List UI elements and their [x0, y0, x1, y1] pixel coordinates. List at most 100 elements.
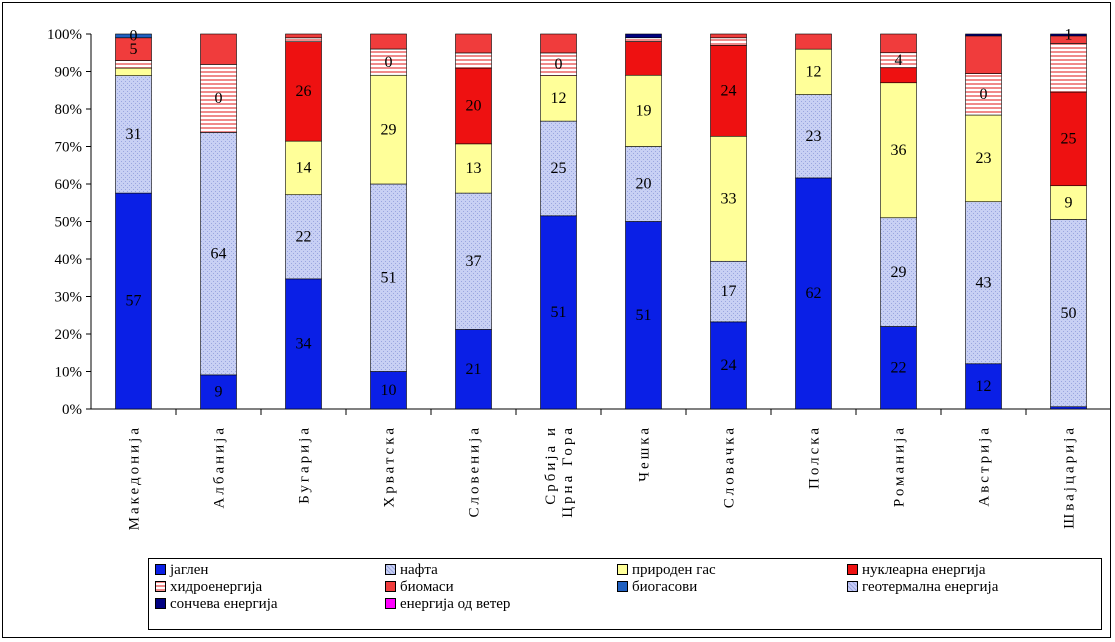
legend: јаглен нафта природен гас нуклеарна енергиј… — [148, 558, 1102, 630]
data-label: 50 — [1061, 305, 1077, 322]
bar-segment — [965, 35, 1002, 74]
bar-segment — [455, 67, 492, 145]
category-label: Романија — [892, 425, 908, 507]
category-label-line: Словенија — [467, 425, 483, 518]
data-label: 29 — [381, 121, 397, 138]
data-label: 29 — [891, 264, 907, 281]
category-label-line: Албанија — [212, 425, 228, 509]
bar-segment — [965, 33, 1002, 37]
bar-segment — [455, 52, 492, 69]
bar-segment — [795, 33, 832, 50]
bar-segment — [455, 33, 492, 54]
data-label: 0 — [555, 56, 563, 73]
bar-segment — [710, 321, 747, 410]
y-tick-label: 90% — [55, 65, 83, 81]
data-label: 12 — [551, 90, 567, 107]
data-label: 51 — [381, 269, 397, 286]
bar-segment — [455, 192, 492, 330]
legend-swatch — [155, 564, 166, 575]
bar-segment — [370, 183, 407, 372]
legend-label: нафта — [400, 562, 438, 578]
data-label: 20 — [466, 98, 482, 115]
data-label: 0 — [215, 90, 223, 107]
legend-label: биогасови — [632, 579, 698, 595]
y-tick-label: 100% — [47, 27, 82, 43]
data-label: 23 — [976, 150, 992, 167]
data-label: 51 — [551, 304, 567, 321]
data-label: 12 — [976, 378, 992, 395]
legend-swatch — [847, 564, 858, 575]
y-tick-label: 60% — [55, 177, 83, 193]
category-label: Австрија — [977, 425, 993, 507]
bar-segment — [625, 221, 662, 410]
legend-swatch — [385, 581, 396, 592]
legend-label: нуклеарна енергија — [862, 562, 986, 578]
bar-segment — [965, 201, 1002, 365]
y-tick-label: 30% — [55, 290, 83, 306]
category-label: Чешка — [637, 425, 653, 482]
bar-segment — [285, 140, 322, 196]
bar-segment — [115, 192, 152, 410]
bar-segment — [710, 37, 747, 46]
bar-segment — [710, 260, 747, 323]
legend-label: геотермална енергија — [862, 579, 999, 595]
bar-segment — [1050, 406, 1087, 410]
bar-segment — [710, 45, 747, 137]
bar-segment — [540, 120, 577, 217]
bar-segment — [880, 82, 917, 219]
legend-swatch — [385, 564, 396, 575]
bar-segment — [285, 41, 322, 142]
bar-segment — [795, 48, 832, 95]
y-tick-label: 10% — [55, 365, 83, 381]
data-label: 0 — [980, 86, 988, 103]
bar-segment — [625, 74, 662, 147]
bar-segment — [285, 278, 322, 410]
y-tick-label: 80% — [55, 102, 83, 118]
category-label-line: Србија и — [543, 425, 559, 505]
data-label: 21 — [466, 361, 482, 378]
category-label: Словачка — [722, 425, 738, 508]
bar-segment — [625, 41, 662, 76]
category-labels: Македонија Албанија Бугарија Хрватска Словен… — [127, 425, 1078, 530]
data-label: 24 — [721, 82, 737, 99]
category-label-line: Хрватска — [382, 425, 398, 508]
legend-item: геотермална енергија — [847, 578, 998, 596]
legend-label: биомаси — [400, 579, 454, 595]
bar-segment — [200, 374, 237, 410]
bar-segment — [965, 114, 1002, 203]
bar-segment — [115, 60, 152, 69]
category-label: Србија и Црна Гора — [543, 425, 576, 518]
data-label: 17 — [721, 283, 737, 300]
bar-segment — [965, 363, 1002, 410]
bar-segment — [1050, 185, 1087, 220]
category-label-line: Македонија — [127, 425, 143, 530]
bar-segment — [455, 143, 492, 194]
data-label: 33 — [721, 190, 737, 207]
legend-item: биомаси — [385, 578, 454, 596]
data-label: 20 — [636, 176, 652, 193]
data-label: 26 — [296, 83, 312, 100]
category-label-line: Романија — [892, 425, 908, 507]
bar-segment — [370, 33, 407, 50]
data-label: 5 — [130, 41, 138, 58]
y-tick-label: 0% — [62, 402, 82, 418]
bar-segment — [880, 217, 917, 327]
stacked-bar-chart: 0%10%20%30%40%50%60%70%80%90%100% 573150… — [47, 27, 1111, 530]
data-label: 57 — [126, 293, 142, 310]
legend-item: природен гас — [617, 561, 716, 579]
data-label: 36 — [891, 142, 907, 159]
bar-segment — [200, 33, 237, 65]
category-label: Бугарија — [297, 425, 313, 504]
data-label: 9 — [215, 384, 223, 401]
bar-segment — [540, 75, 577, 122]
bar-segment — [540, 33, 577, 54]
category-label: Полска — [807, 425, 823, 489]
legend-swatch — [847, 581, 858, 592]
data-label: 9 — [1065, 194, 1073, 211]
legend-label: јаглен — [170, 562, 209, 578]
legend-label: хидроенергија — [170, 579, 263, 595]
data-label: 34 — [296, 336, 312, 353]
bar-segment — [625, 146, 662, 222]
data-labels: 5731509640342214261051290213713205125120… — [126, 27, 1077, 401]
bar-segment — [965, 73, 1002, 116]
